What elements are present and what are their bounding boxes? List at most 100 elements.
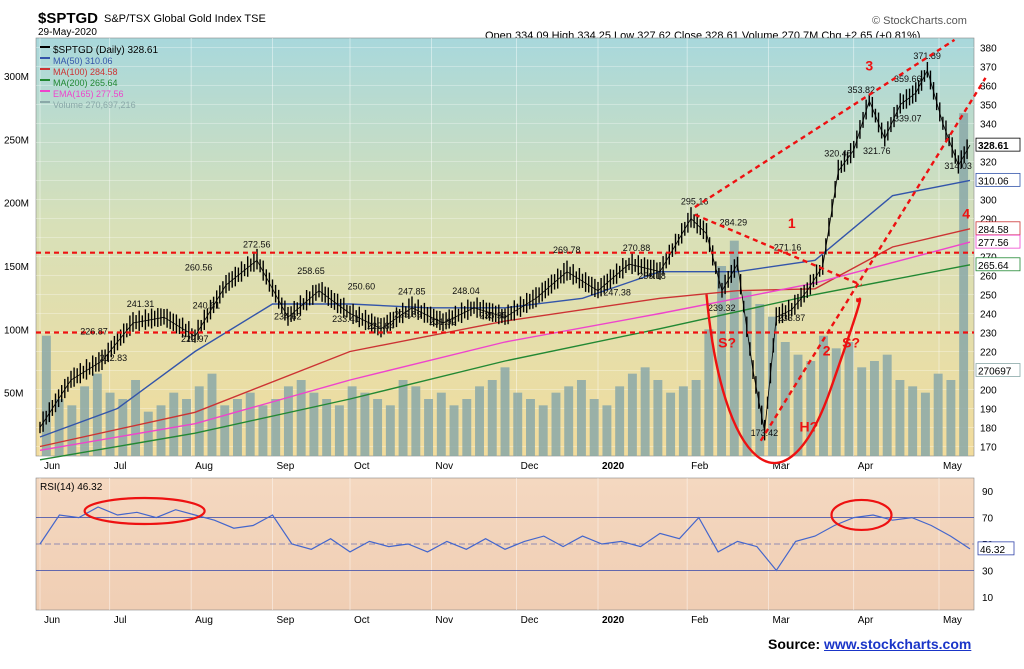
volume-bar (296, 380, 306, 456)
price-annotation: 234.62 (274, 312, 302, 322)
red-annotation-label: H? (800, 418, 819, 434)
volume-bar (487, 380, 497, 456)
rsi-tick-label: 10 (982, 593, 994, 604)
volume-bar (768, 316, 777, 456)
series-line-ma200 (39, 264, 971, 461)
price-tick-label: 340 (980, 120, 997, 131)
price-annotation: 353.82 (848, 85, 876, 95)
volume-bar (169, 392, 179, 456)
chart-name: S&P/TSX Global Gold Index TSE (104, 13, 266, 25)
price-tick-label: 170 (980, 443, 997, 454)
chart-date: 29-May-2020 (38, 27, 97, 38)
volume-bar (704, 329, 714, 456)
volume-bar (373, 399, 383, 456)
legend-swatch (40, 57, 50, 59)
rsi-x-tick-label: Oct (354, 615, 370, 626)
price-annotation: 314.03 (944, 161, 972, 171)
volume-bar (755, 304, 765, 456)
volume-bar (347, 386, 357, 456)
price-tick-label: 220 (980, 348, 997, 359)
volume-bar (819, 335, 828, 456)
volume-bar (602, 405, 612, 456)
volume-bar (920, 392, 930, 456)
volume-bar (526, 399, 535, 456)
volume-bar (360, 392, 370, 456)
rsi-x-tick-label: Sep (277, 615, 295, 626)
rsi-x-tick-label: May (943, 615, 962, 626)
rsi-x-tick-label: Mar (773, 615, 791, 626)
price-annotation: 269.78 (553, 245, 581, 255)
price-annotation: 229.84 (367, 321, 395, 331)
volume-tick-label: 200M (4, 199, 29, 210)
rsi-x-tick-label: Nov (435, 615, 453, 626)
series-line-ma50 (39, 179, 971, 438)
price-annotation: 284.29 (720, 217, 748, 227)
red-annotation-label: 4 (962, 206, 970, 222)
right-value-label: 265.64 (978, 261, 1009, 272)
source-link[interactable]: www.stockcharts.com (824, 636, 972, 652)
upper-trendline (694, 38, 956, 209)
price-annotation: 231.92 (429, 317, 457, 327)
legend-entry: $SPTGD (Daily) 328.61 (53, 45, 158, 56)
volume-bar (220, 405, 230, 456)
volume-bar (513, 392, 523, 456)
volume-bar (806, 361, 816, 456)
volume-bar (118, 399, 128, 456)
source-credit: Source: www.stockcharts.com (768, 636, 971, 652)
rsi-title: RSI(14) 46.32 (40, 482, 103, 493)
volume-bar (398, 380, 408, 456)
legend-entry: MA(50) 310.06 (53, 56, 113, 66)
x-tick-label: Oct (354, 461, 370, 472)
volume-bar (131, 380, 141, 456)
price-annotation: 212.83 (100, 353, 128, 363)
volume-bar (742, 291, 752, 456)
volume-bar (959, 113, 969, 457)
price-tick-label: 320 (980, 158, 997, 169)
volume-bar (857, 367, 867, 456)
right-value-box (975, 363, 1021, 377)
price-tick-label: 370 (980, 63, 997, 74)
volume-bar (627, 373, 637, 456)
price-annotation: 295.16 (681, 197, 709, 207)
volume-bar (334, 405, 344, 456)
price-tick-label: 200 (980, 386, 997, 397)
volume-bar (933, 373, 943, 456)
volume-bar (678, 386, 688, 456)
rsi-value-box (977, 541, 1015, 556)
x-tick-label: Dec (521, 461, 539, 472)
rsi-tick-label: 30 (982, 566, 994, 577)
price-annotation: 235.89 (394, 309, 422, 319)
price-annotation: 258.65 (297, 266, 325, 276)
price-annotation: 222.97 (181, 334, 209, 344)
price-tick-label: 290 (980, 215, 997, 226)
right-value-label: 284.58 (978, 225, 1009, 236)
right-value-box (975, 234, 1021, 249)
stockcharts-logo: © StockCharts.com (872, 15, 967, 27)
price-annotation: 247.85 (398, 287, 426, 297)
x-tick-label: 2020 (602, 461, 625, 472)
price-tick-label: 180 (980, 424, 997, 435)
price-annotation: 359.66 (894, 74, 922, 84)
right-value-box (975, 172, 1021, 187)
volume-bar (385, 405, 395, 456)
volume-bar (475, 386, 484, 456)
price-annotation: 321.76 (863, 146, 891, 156)
price-annotation: 256.18 (638, 271, 666, 281)
volume-bar (564, 386, 574, 456)
volume-bar (156, 405, 166, 456)
volume-bar (869, 361, 879, 456)
x-tick-label: Nov (435, 461, 453, 472)
price-tick-label: 250 (980, 291, 997, 302)
price-annotation: 241.31 (127, 299, 155, 309)
legend-swatch (40, 68, 50, 70)
rsi-x-tick-label: Feb (691, 615, 709, 626)
x-tick-label: Sep (277, 461, 295, 472)
series-line-ema165 (39, 241, 971, 451)
volume-bar (653, 380, 663, 456)
price-annotation: 226.87 (80, 326, 108, 336)
right-value-label: 277.56 (978, 238, 1009, 249)
volume-bar (729, 240, 739, 456)
volume-bar (946, 380, 956, 456)
volume-bar (462, 399, 472, 456)
